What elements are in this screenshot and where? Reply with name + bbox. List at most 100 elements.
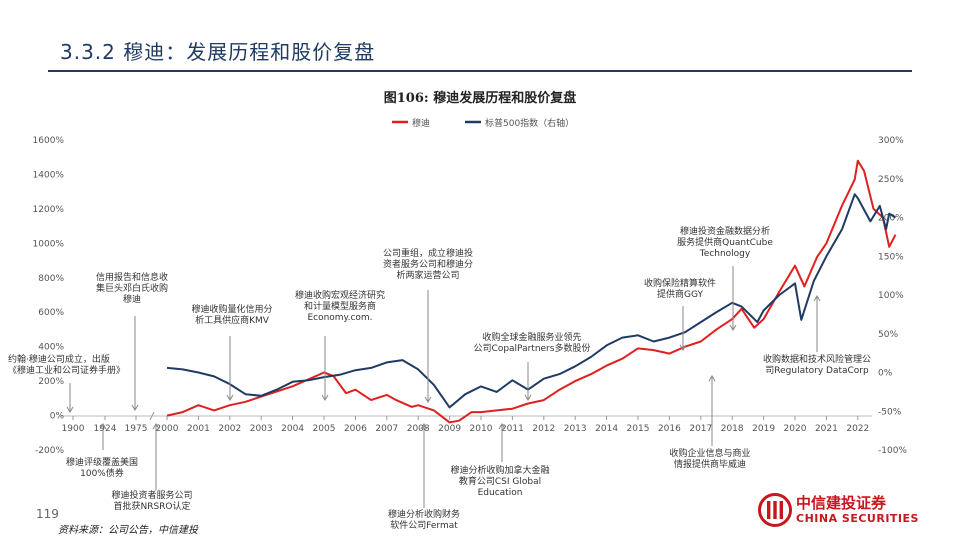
annotation-text: Technology bbox=[699, 249, 751, 259]
x-tick-label: 2006 bbox=[344, 424, 367, 434]
y-right-tick-label: 50% bbox=[878, 330, 898, 340]
annotation-text: Economy.com. bbox=[307, 313, 372, 323]
x-tick-label: 2012 bbox=[532, 424, 555, 434]
annotation-arrowhead bbox=[66, 406, 74, 413]
x-tick-label: 2018 bbox=[721, 424, 744, 434]
x-tick-label: 2011 bbox=[501, 424, 524, 434]
x-tick-label: 2008 bbox=[407, 424, 430, 434]
y-left-tick-label: 1600% bbox=[33, 136, 65, 146]
annotation-text: 析两家运营公司 bbox=[396, 269, 459, 281]
y-left-tick-label: 1400% bbox=[33, 170, 65, 180]
annotation-text: 穆迪投资者服务公司 bbox=[111, 489, 192, 501]
annotation-arrowhead bbox=[226, 394, 234, 401]
y-right-tick-label: -100% bbox=[878, 446, 907, 456]
y-left-tick-label: -200% bbox=[35, 446, 64, 456]
x-tick-label: 1924 bbox=[94, 424, 117, 434]
x-tick-label: 1900 bbox=[62, 424, 85, 434]
annotation-text: 软件公司Fermat bbox=[390, 519, 458, 531]
x-tick-label: 2014 bbox=[595, 424, 618, 434]
annotation-text: 公司重组，成立穆迪投 bbox=[383, 247, 473, 259]
annotation-arrowhead bbox=[708, 375, 716, 382]
annotation-text: 穆迪评级覆盖美国 bbox=[66, 456, 138, 468]
x-tick-label: 2005 bbox=[313, 424, 336, 434]
x-tick-label: 2001 bbox=[187, 424, 210, 434]
y-left-tick-label: 1200% bbox=[33, 205, 65, 215]
x-tick-label: 2000 bbox=[156, 424, 179, 434]
annotation-text: 收购保险精算软件 bbox=[644, 277, 716, 289]
x-tick-label: 2022 bbox=[846, 424, 869, 434]
y-left-tick-label: 0% bbox=[50, 412, 65, 422]
x-tick-label: 2015 bbox=[627, 424, 650, 434]
logo-mark-icon bbox=[758, 493, 792, 527]
slide-title: 3.3.2 穆迪：发展历程和股价复盘 bbox=[60, 40, 376, 64]
x-tick-label: 2009 bbox=[438, 424, 461, 434]
axis-break-mark bbox=[149, 411, 155, 421]
x-tick-label: 2021 bbox=[815, 424, 838, 434]
annotation-arrowhead bbox=[498, 423, 506, 430]
annotation-text: 穆迪收购量化信用分 bbox=[191, 303, 272, 315]
y-right-tick-label: 150% bbox=[878, 252, 904, 262]
annotation-text: 穆迪分析收购财务 bbox=[388, 508, 460, 520]
legend-label: 标普500指数（右轴） bbox=[485, 117, 574, 129]
annotation-text: 和计量模型服务商 bbox=[304, 300, 376, 312]
y-right-tick-label: 250% bbox=[878, 175, 904, 185]
annotation-text: 约翰·穆迪公司成立，出版 bbox=[8, 353, 110, 365]
annotation-text: 资者服务公司和穆迪分 bbox=[383, 258, 473, 270]
annotation-arrowhead bbox=[679, 344, 687, 351]
annotation-arrowhead bbox=[321, 394, 329, 401]
annotation-text: 穆迪分析收购加拿大金融 bbox=[450, 464, 549, 476]
y-right-tick-label: 200% bbox=[878, 214, 904, 224]
annotation-text: 教育公司CSI Global bbox=[459, 475, 541, 487]
title-divider bbox=[48, 70, 912, 72]
moodys-series-line bbox=[166, 159, 897, 424]
annotation-text: 信用报告和信息收 bbox=[96, 271, 168, 283]
annotation-arrowhead bbox=[729, 324, 737, 331]
x-tick-label: 2007 bbox=[375, 424, 398, 434]
annotation-arrowhead bbox=[424, 396, 432, 403]
annotation-text: 收购企业信息与商业 bbox=[669, 447, 750, 459]
annotation-text: 收购全球金融服务业领先 bbox=[482, 331, 581, 343]
logo-name-en: CHINA SECURITIES bbox=[796, 512, 919, 525]
source-note: 资料来源：公司公告，中信建投 bbox=[58, 525, 198, 536]
annotation-text: 服务提供商QuantCube bbox=[677, 236, 773, 248]
annotation-text: 首批获NRSRO认定 bbox=[113, 500, 190, 512]
x-tick-label: 2013 bbox=[564, 424, 587, 434]
annotation-arrowhead bbox=[420, 423, 428, 430]
y-right-tick-label: 300% bbox=[878, 136, 904, 146]
annotation-text: 收购数据和技术风险管理公 bbox=[763, 353, 871, 365]
x-tick-label: 2016 bbox=[658, 424, 681, 434]
y-left-tick-label: 200% bbox=[38, 377, 64, 387]
legend-label: 穆迪 bbox=[412, 117, 430, 129]
annotation-text: 穆迪 bbox=[123, 293, 141, 305]
figure-title: 图106: 穆迪发展历程和股价复盘 bbox=[383, 91, 577, 106]
annotation-text: 情报提供商毕威迪 bbox=[674, 458, 746, 470]
china-securities-logo: 中信建投证券 CHINA SECURITIES bbox=[758, 490, 918, 530]
annotation-text: 提供商GGY bbox=[657, 288, 704, 300]
x-tick-label: 2002 bbox=[218, 424, 241, 434]
annotation-text: 司Regulatory DataCorp bbox=[765, 365, 869, 376]
y-right-tick-label: -50% bbox=[878, 407, 902, 417]
annotation-arrowhead bbox=[813, 295, 821, 302]
annotation-text: 集巨头邓白氏收购 bbox=[96, 282, 168, 294]
y-right-tick-label: 100% bbox=[878, 291, 904, 301]
x-tick-label: 2003 bbox=[250, 424, 273, 434]
y-left-tick-label: 400% bbox=[38, 343, 64, 353]
annotation-arrowhead bbox=[152, 423, 160, 430]
annotation-text: 《穆迪工业和公司证券手册》 bbox=[8, 364, 125, 376]
y-left-tick-label: 1000% bbox=[33, 239, 65, 249]
sp500-series-line bbox=[166, 193, 897, 409]
logo-name-cn: 中信建投证券 bbox=[796, 494, 887, 512]
y-left-tick-label: 600% bbox=[38, 308, 64, 318]
annotation-text: 100%债券 bbox=[80, 467, 124, 479]
annotation-text: 穆迪收购宏观经济研究 bbox=[295, 289, 385, 301]
annotation-arrowhead bbox=[131, 404, 139, 411]
annotation-arrowhead bbox=[99, 423, 107, 430]
x-tick-label: 2020 bbox=[784, 424, 807, 434]
annotation-arrowhead bbox=[524, 394, 532, 401]
x-tick-label: 1975 bbox=[125, 424, 148, 434]
x-tick-label: 2017 bbox=[689, 424, 712, 434]
page-number: 119 bbox=[36, 507, 59, 521]
annotation-text: 穆迪投资金融数据分析 bbox=[680, 225, 770, 237]
annotation-text: 公司CopalPartners多数股份 bbox=[474, 342, 591, 354]
